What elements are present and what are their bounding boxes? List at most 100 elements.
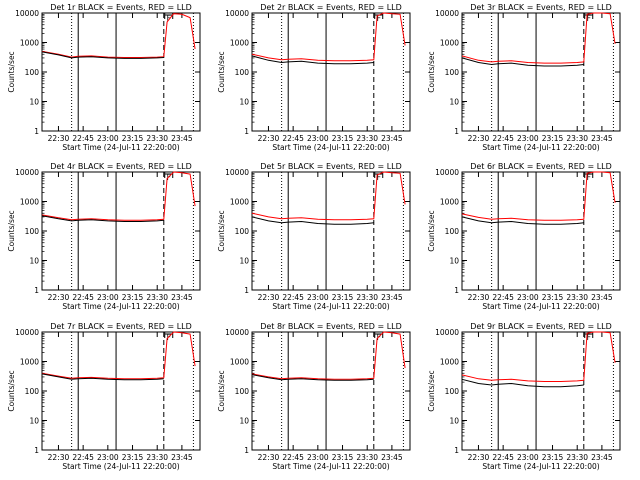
panel-title: Det 6r BLACK = Events, RED = LLD [470, 162, 612, 171]
panel-title: Det 2r BLACK = Events, RED = LLD [260, 3, 402, 12]
events-series-line [251, 374, 374, 381]
x-tick-label: 23:30 [356, 293, 378, 302]
x-tick-label: 23:45 [591, 293, 613, 302]
x-tick-label: 23:15 [332, 453, 354, 462]
y-tick-label: 10 [239, 98, 249, 107]
y-tick-label: 10000 [225, 328, 249, 337]
y-tick-label: 1 [34, 286, 39, 295]
detector-panel-9: 1 10 100 1000 10000 22:30 22:45 23:00 23:15 23:30… [427, 322, 621, 471]
y-tick-label: 100 [235, 387, 250, 396]
y-tick-label: 1 [454, 286, 459, 295]
marker-label: F [587, 333, 591, 342]
x-tick-label: 23:45 [171, 134, 193, 143]
x-tick-label: 23:15 [542, 293, 564, 302]
x-tick-label: 23:30 [566, 134, 588, 143]
x-axis-label: Start Time (24-Jul-11 22:20:00) [482, 462, 599, 471]
y-tick-label: 1 [244, 446, 249, 455]
x-tick-label: 23:45 [591, 134, 613, 143]
events-series-line [41, 215, 164, 222]
lld-series-line [41, 171, 196, 221]
marker-label: F [587, 14, 591, 23]
y-tick-label: 1000 [230, 358, 249, 367]
lld-series-line [461, 331, 616, 382]
panel-title: Det 5r BLACK = Events, RED = LLD [260, 162, 402, 171]
x-tick-label: 23:15 [122, 134, 144, 143]
y-tick-label: 1 [34, 446, 39, 455]
x-axis-label: Start Time (24-Jul-11 22:20:00) [272, 462, 389, 471]
x-tick-label: 23:45 [171, 293, 193, 302]
plot-frame [251, 331, 411, 451]
detector-panel-1: 1 10 100 1000 10000 22:30 22:45 23:00 23:15 23:30… [7, 3, 201, 152]
detector-panel-7: 1 10 100 1000 10000 22:30 22:45 23:00 23:15 23:30… [7, 322, 201, 471]
x-tick-label: 23:00 [517, 293, 539, 302]
events-series-line [41, 51, 164, 59]
x-tick-label: 22:45 [492, 134, 514, 143]
y-axis-label: Counts/sec [7, 51, 16, 92]
x-tick-label: 23:00 [517, 453, 539, 462]
x-tick-label: 22:30 [258, 453, 280, 462]
y-tick-label: 10000 [225, 168, 249, 177]
detector-panel-5: 1 10 100 1000 10000 22:30 22:45 23:00 23:15 23:30… [217, 162, 411, 311]
x-tick-label: 23:00 [97, 293, 119, 302]
y-tick-label: 10000 [15, 9, 39, 18]
x-tick-label: 22:45 [72, 453, 94, 462]
x-tick-label: 22:30 [48, 293, 70, 302]
marker-label: F [377, 14, 381, 23]
y-axis-label: Counts/sec [217, 51, 226, 92]
events-series-line [461, 378, 584, 388]
x-tick-label: 23:30 [566, 293, 588, 302]
x-axis-label: Start Time (24-Jul-11 22:20:00) [272, 143, 389, 152]
y-tick-label: 1000 [20, 39, 39, 48]
y-tick-label: 1 [34, 127, 39, 136]
y-tick-label: 10 [239, 417, 249, 426]
events-series-line [461, 216, 584, 225]
y-axis-label: Counts/sec [217, 370, 226, 411]
panel-title: Det 9r BLACK = Events, RED = LLD [470, 322, 612, 331]
y-axis-label: Counts/sec [7, 210, 16, 251]
y-tick-label: 10000 [225, 9, 249, 18]
marker-label: F [587, 173, 591, 182]
lld-series-line [251, 12, 406, 62]
x-tick-label: 23:45 [591, 453, 613, 462]
x-tick-label: 23:30 [146, 134, 168, 143]
x-tick-label: 22:30 [468, 134, 490, 143]
x-tick-label: 23:15 [122, 293, 144, 302]
x-tick-label: 22:30 [48, 453, 70, 462]
y-tick-label: 100 [445, 387, 460, 396]
events-series-line [41, 373, 164, 381]
x-tick-label: 23:45 [381, 134, 403, 143]
marker-label: F [167, 14, 171, 23]
x-tick-label: 22:45 [282, 293, 304, 302]
lld-series-line [461, 12, 616, 64]
y-tick-label: 100 [25, 227, 40, 236]
events-series-line [251, 216, 374, 225]
y-tick-label: 1 [244, 286, 249, 295]
y-axis-label: Counts/sec [7, 370, 16, 411]
lld-series-line [251, 171, 406, 221]
x-tick-label: 23:45 [171, 453, 193, 462]
y-tick-label: 10000 [435, 328, 459, 337]
y-tick-label: 10 [239, 257, 249, 266]
plot-frame [461, 331, 621, 451]
plot-frame [461, 12, 621, 132]
x-tick-label: 23:45 [381, 453, 403, 462]
x-tick-label: 22:45 [492, 293, 514, 302]
y-tick-label: 100 [25, 387, 40, 396]
y-tick-label: 1 [454, 446, 459, 455]
x-axis-label: Start Time (24-Jul-11 22:20:00) [272, 302, 389, 311]
x-tick-label: 22:45 [72, 134, 94, 143]
y-tick-label: 10000 [435, 168, 459, 177]
x-tick-label: 23:00 [517, 134, 539, 143]
y-axis-label: Counts/sec [427, 51, 436, 92]
x-tick-label: 22:45 [72, 293, 94, 302]
x-tick-label: 23:45 [381, 293, 403, 302]
x-tick-label: 23:15 [542, 453, 564, 462]
y-tick-label: 10 [449, 257, 459, 266]
x-axis-label: Start Time (24-Jul-11 22:20:00) [482, 302, 599, 311]
x-tick-label: 23:30 [146, 293, 168, 302]
y-tick-label: 100 [445, 227, 460, 236]
x-axis-label: Start Time (24-Jul-11 22:20:00) [482, 143, 599, 152]
y-tick-label: 1000 [230, 39, 249, 48]
y-tick-label: 1000 [440, 39, 459, 48]
x-tick-label: 23:00 [97, 453, 119, 462]
